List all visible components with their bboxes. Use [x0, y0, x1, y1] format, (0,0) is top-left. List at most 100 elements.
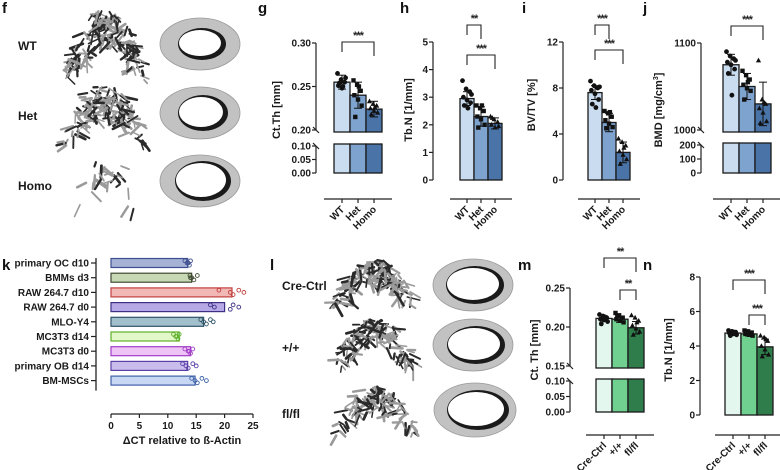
trabecula: [394, 415, 404, 430]
data-point: [182, 346, 188, 352]
trabecular-render-fl-fl: [329, 385, 420, 446]
data-point: [744, 330, 749, 336]
trabecula: [98, 41, 111, 54]
trabecula: [120, 92, 128, 101]
trabecula: [353, 279, 362, 288]
y-tick-label: primary OC d10: [15, 259, 90, 270]
significance-bracket: [594, 24, 610, 39]
y-tick-label: 4: [689, 342, 695, 353]
data-point: [474, 103, 479, 108]
trabecula: [342, 283, 355, 292]
trabecula: [134, 60, 141, 74]
x-tick-label: WT: [328, 204, 347, 223]
y-axis-label-sup: 3: [653, 76, 660, 80]
trabecula: [404, 361, 409, 374]
trabecula: [88, 50, 98, 57]
trabecula: [71, 32, 84, 39]
trabecula: [87, 106, 98, 118]
trabecula: [140, 69, 145, 77]
x-tick-label: WT: [717, 204, 736, 223]
trabecula: [342, 344, 354, 349]
data-point: [724, 49, 729, 55]
significance-bracket: [748, 314, 766, 325]
data-point: [624, 156, 630, 162]
trabecula: [99, 108, 107, 113]
trabecula: [128, 50, 141, 54]
y-tick-label: primary OB d14: [15, 361, 90, 372]
trabecula: [346, 418, 356, 424]
x-tick-label: 20: [219, 421, 231, 432]
trabecula: [411, 425, 420, 438]
trabecula: [93, 161, 98, 168]
trabecula: [354, 337, 365, 346]
trabecula: [351, 408, 357, 420]
trabecula: [368, 278, 376, 294]
trabecular-renders-l: [323, 259, 423, 446]
trabecula: [83, 115, 92, 120]
bar-g-1-lower: [349, 143, 367, 174]
chart-g: gCt.Th [mm] 0.200.250.300.000.050.10WTHet…: [258, 0, 392, 232]
trabecula: [387, 272, 398, 285]
trabecula: [136, 45, 144, 50]
data-point: [632, 314, 638, 320]
trabecula: [85, 119, 95, 123]
data-point: [745, 79, 751, 85]
trabecula: [107, 108, 111, 115]
trabecula: [335, 351, 343, 354]
bar-n-2: [756, 346, 774, 416]
trabecula: [349, 350, 360, 362]
trabecula: [75, 106, 82, 113]
data-point: [743, 72, 749, 78]
trabecula: [353, 324, 367, 334]
data-point: [477, 106, 483, 111]
trabecula: [125, 60, 130, 66]
trabecula: [106, 112, 111, 126]
data-point: [227, 306, 233, 312]
trabecula: [80, 96, 92, 102]
trabecula: [107, 25, 113, 32]
data-point: [729, 92, 735, 98]
trabecula: [94, 178, 108, 187]
data-point: [727, 333, 733, 339]
y-tick-label: RAW 264.7 d0: [23, 303, 89, 314]
data-point: [748, 88, 753, 94]
data-point: [761, 99, 767, 105]
x-tick-label: 5: [137, 421, 143, 432]
trabecula: [70, 47, 78, 58]
data-point: [604, 126, 609, 131]
trabecula: [76, 110, 84, 115]
row-label-het: Het: [18, 109, 37, 123]
data-point: [763, 336, 769, 342]
trabecula: [395, 344, 408, 348]
data-point: [742, 97, 747, 102]
data-point: [596, 97, 601, 102]
trabecula: [111, 45, 118, 53]
trabecula: [141, 139, 151, 152]
y-tick-label: 1000: [674, 126, 697, 137]
y-tick-label: 0.20: [546, 323, 566, 334]
trabecula: [123, 95, 139, 102]
trabecula: [75, 181, 88, 189]
trabecula: [406, 357, 419, 365]
trabecula: [338, 291, 346, 297]
trabecula: [393, 327, 407, 331]
y-tick-label: 0.30: [292, 39, 312, 50]
data-point: [749, 330, 754, 335]
trabecula: [368, 406, 379, 414]
trabecula: [108, 87, 121, 96]
significance-label: **: [617, 246, 625, 258]
trabecula: [94, 96, 103, 104]
data-point: [188, 275, 193, 281]
y-axis-label: Tb.N [1/mm]: [403, 78, 415, 142]
data-point: [492, 124, 498, 130]
trabecula: [126, 115, 139, 124]
trabecula: [381, 402, 393, 413]
y-tick-label: 0.20: [292, 126, 312, 137]
significance-bracket: [594, 49, 624, 64]
trabecula: [350, 271, 355, 285]
y-tick-label: 4: [422, 65, 428, 76]
bar-k-0: [110, 257, 189, 269]
data-point: [469, 92, 474, 97]
trabecula: [384, 336, 391, 343]
trabecula: [338, 421, 345, 426]
